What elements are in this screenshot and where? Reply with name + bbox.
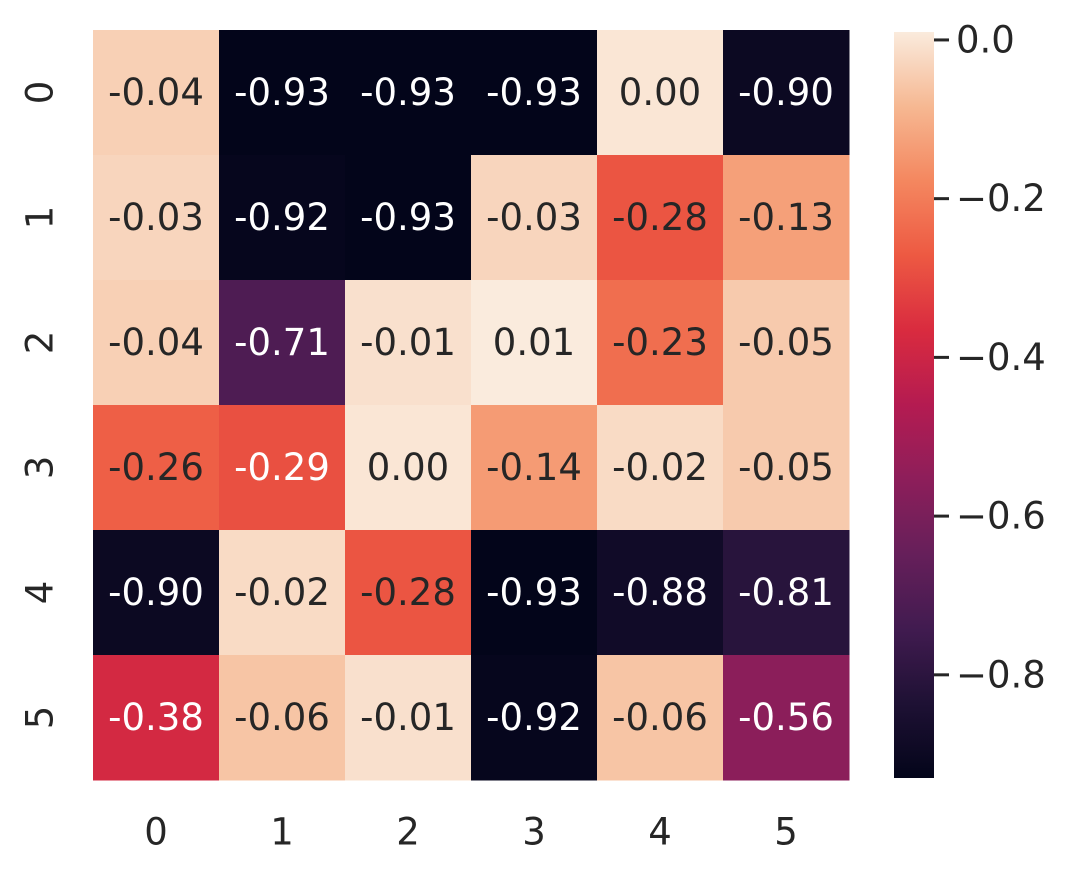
heatmap-cell (723, 530, 850, 656)
colorbar-tick-label: −0.4 (956, 336, 1046, 379)
heatmap-cell (597, 405, 724, 531)
heatmap-cell (93, 30, 220, 156)
heatmap-cell (219, 530, 346, 656)
cell-annotation: 0.01 (493, 321, 575, 364)
cell-annotation: -0.71 (234, 321, 330, 364)
cell-annotation: -0.01 (360, 321, 456, 364)
cell-annotation: -0.28 (612, 196, 708, 239)
cell-annotation: -0.26 (108, 446, 204, 489)
heatmap-cell (723, 30, 850, 156)
colorbar-tick-label: −0.8 (956, 653, 1046, 696)
heatmap-cell (471, 280, 598, 406)
y-tick-label: 1 (19, 206, 62, 230)
heatmap-cell (597, 655, 724, 781)
x-tick-label: 2 (396, 811, 420, 854)
cell-annotation: -0.93 (234, 71, 330, 114)
cell-annotation: -0.90 (108, 571, 204, 614)
heatmap-cell (471, 655, 598, 781)
heatmap-cell (471, 155, 598, 281)
cell-annotation: -0.81 (738, 571, 834, 614)
heatmap-cell (219, 30, 346, 156)
cell-annotation: -0.02 (234, 571, 330, 614)
cell-annotation: -0.28 (360, 571, 456, 614)
heatmap-cell (471, 530, 598, 656)
y-tick-label: 0 (19, 81, 62, 105)
cell-annotation: -0.04 (108, 321, 204, 364)
y-tick-label: 2 (19, 331, 62, 355)
heatmap-cell (471, 405, 598, 531)
cell-annotation: -0.92 (234, 196, 330, 239)
cell-annotation: -0.05 (738, 321, 834, 364)
y-tick-label: 4 (19, 581, 62, 605)
heatmap-cell (219, 655, 346, 781)
heatmap-cells (93, 30, 850, 781)
heatmap-cell (723, 280, 850, 406)
heatmap-cell (471, 30, 598, 156)
cell-annotation: -0.13 (738, 196, 834, 239)
heatmap-cell (597, 280, 724, 406)
cell-annotation: -0.29 (234, 446, 330, 489)
cell-annotation: -0.38 (108, 696, 204, 739)
heatmap-cell (597, 530, 724, 656)
cell-annotation: -0.05 (738, 446, 834, 489)
x-axis-ticks: 0 1 2 3 4 5 (144, 811, 798, 854)
cell-annotations: -0.04 -0.93 -0.93 -0.93 0.00 -0.90-0.03 -0.92-… (108, 71, 834, 739)
heatmap-cell (345, 280, 472, 406)
colorbar-tick-label: −0.6 (956, 495, 1046, 538)
cell-annotation: -0.93 (360, 196, 456, 239)
heatmap-cell (345, 30, 472, 156)
cell-annotation: -0.14 (486, 446, 582, 489)
colorbar: 0.0 −0.2 −0.4 −0.6 −0.8 (894, 18, 1046, 778)
heatmap-cell (345, 655, 472, 781)
heatmap-cell (723, 655, 850, 781)
cell-annotation: -0.02 (612, 446, 708, 489)
y-tick-label: 5 (19, 706, 62, 730)
colorbar-tick-label: −0.2 (956, 177, 1046, 220)
cell-annotation: 0.00 (367, 446, 449, 489)
cell-annotation: -0.03 (486, 196, 582, 239)
cell-annotation: -0.23 (612, 321, 708, 364)
cell-annotation: -0.03 (108, 196, 204, 239)
heatmap-cell (219, 155, 346, 281)
cell-annotation: -0.04 (108, 71, 204, 114)
cell-annotation: -0.93 (486, 571, 582, 614)
cell-annotation: -0.88 (612, 571, 708, 614)
heatmap-cell (93, 530, 220, 656)
cell-annotation: -0.06 (234, 696, 330, 739)
heatmap-cell (219, 405, 346, 531)
heatmap-cell (345, 530, 472, 656)
cell-annotation: -0.01 (360, 696, 456, 739)
colorbar-tick-label: 0.0 (956, 18, 1015, 61)
x-tick-label: 0 (144, 811, 168, 854)
cell-annotation: 0.00 (619, 71, 701, 114)
heatmap-cell (93, 280, 220, 406)
heatmap-cell (345, 405, 472, 531)
heatmap-cell (93, 405, 220, 531)
x-tick-label: 1 (270, 811, 294, 854)
cell-annotation: -0.92 (486, 696, 582, 739)
heatmap-cell (723, 405, 850, 531)
heatmap-cell (723, 155, 850, 281)
cell-annotation: -0.93 (486, 71, 582, 114)
heatmap-cell (597, 30, 724, 156)
heatmap-cell (219, 280, 346, 406)
y-tick-label: 3 (19, 456, 62, 480)
colorbar-gradient (894, 32, 934, 778)
cell-annotation: -0.93 (360, 71, 456, 114)
heatmap-cell (597, 155, 724, 281)
cell-annotation: -0.90 (738, 71, 834, 114)
heatmap-cell (93, 655, 220, 781)
cell-annotation: -0.56 (738, 696, 834, 739)
x-tick-label: 5 (774, 811, 798, 854)
x-tick-label: 4 (648, 811, 672, 854)
y-axis-ticks: 0 1 2 3 4 5 (19, 81, 62, 730)
heatmap-cell (93, 155, 220, 281)
heatmap-cell (345, 155, 472, 281)
x-tick-label: 3 (522, 811, 546, 854)
cell-annotation: -0.06 (612, 696, 708, 739)
